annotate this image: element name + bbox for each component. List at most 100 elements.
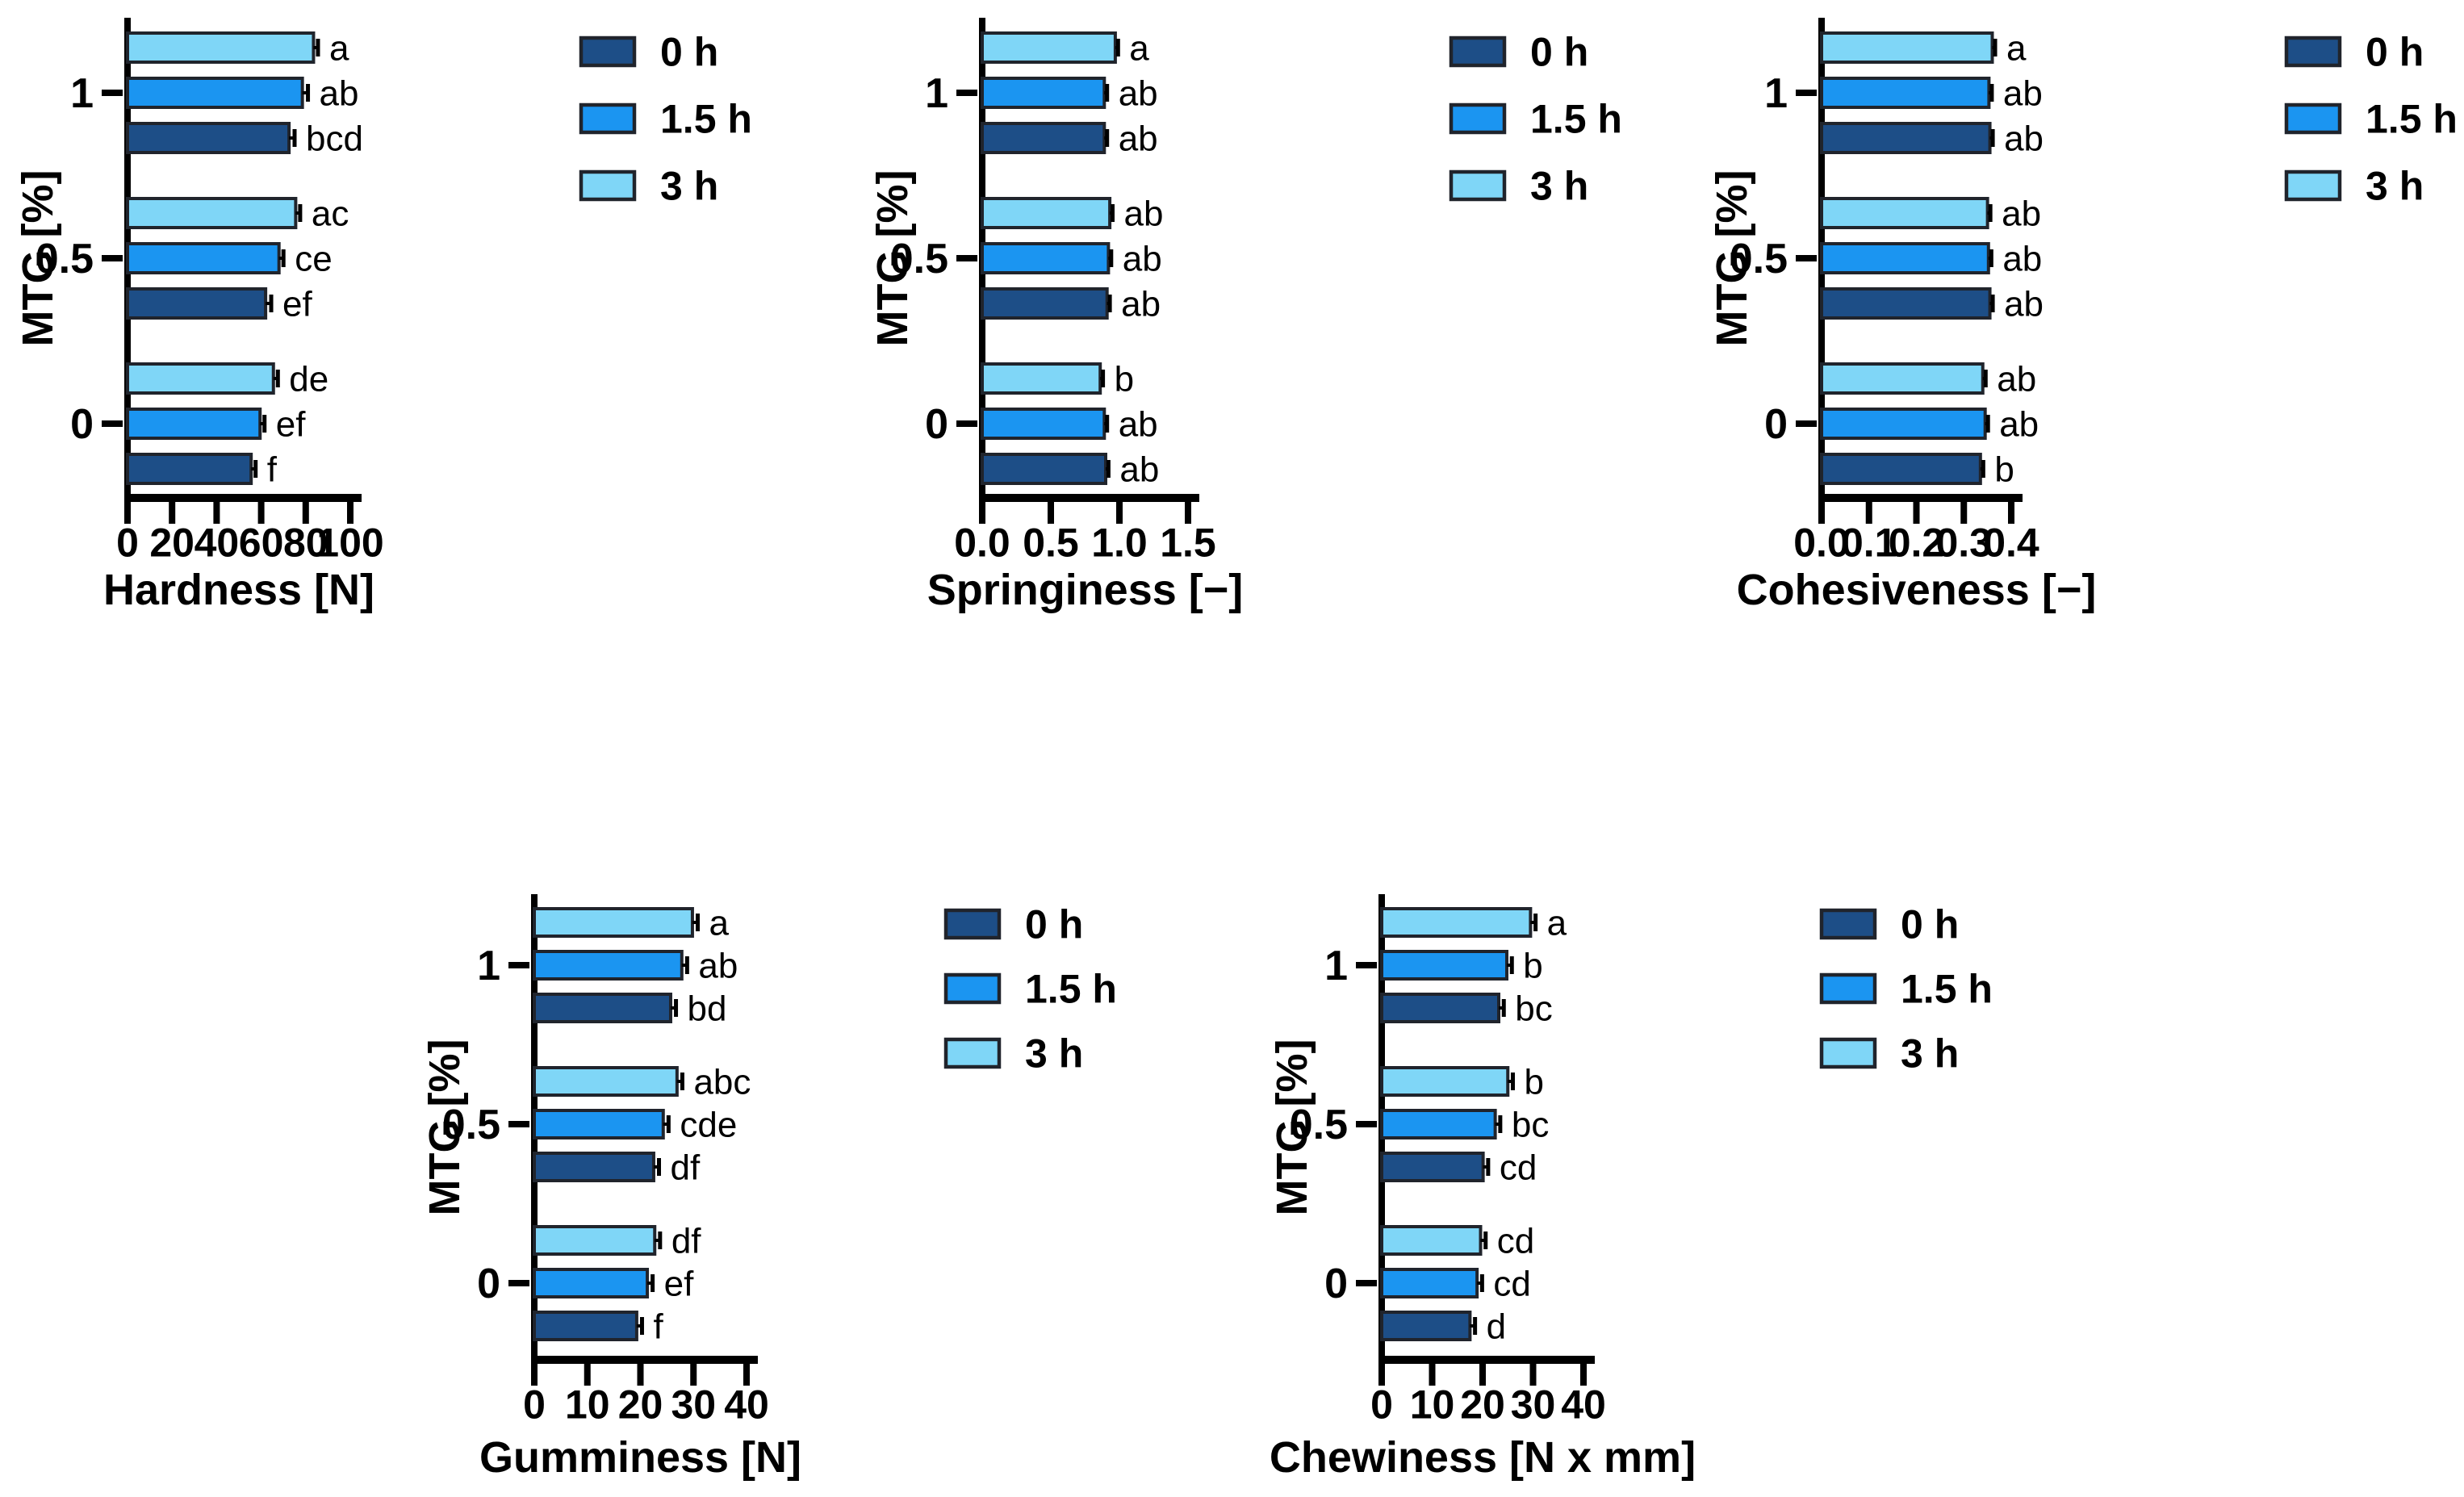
significance-label: bd — [688, 989, 727, 1028]
y-category-label: 0.5 — [36, 236, 94, 282]
significance-label: de — [289, 359, 328, 399]
bar-3h-mtg0 — [1380, 1225, 1483, 1256]
significance-label: ab — [1124, 194, 1164, 233]
significance-label: f — [267, 450, 278, 489]
legend-label: 3 h — [1901, 1031, 1959, 1077]
x-tick-label: 0.2 — [1889, 521, 1945, 566]
x-tick-label: 0.5 — [1023, 521, 1079, 566]
y-category-label: 1 — [70, 70, 94, 117]
chart-hardness: 0 20 40 60 8010010.50aabbcdacceefdeeffHardne… — [14, 18, 752, 614]
significance-label: ab — [320, 73, 359, 113]
significance-label: a — [329, 28, 349, 68]
significance-label: bcd — [306, 119, 363, 158]
x-tick-label: 10 — [1410, 1382, 1455, 1428]
significance-label: ab — [2002, 194, 2041, 233]
significance-label: ab — [1119, 404, 1158, 444]
legend-swatch-0h — [1819, 908, 1877, 940]
legend-swatch-0h — [2284, 36, 2342, 68]
y-category-label: 0 — [925, 401, 948, 448]
y-category-label: 0 — [1764, 401, 1788, 448]
chart-cohesiveness: 0.00.10.20.30.4 1 0.5 0 a ab ab ab ab ab ab ab b Cohe… — [1708, 18, 2458, 614]
legend-label: 1.5 h — [1530, 97, 1622, 142]
significance-label: ac — [312, 194, 349, 233]
significance-label: ab — [1999, 404, 2039, 444]
bar-3h-mtg0.5 — [1820, 197, 1989, 229]
significance-label: ef — [282, 284, 312, 324]
significance-label: df — [671, 1221, 701, 1261]
bar-0h-mtg0 — [126, 453, 253, 485]
legend-swatch-0h — [579, 36, 637, 68]
bar-3h-mtg0 — [981, 362, 1102, 395]
significance-label: cd — [1493, 1264, 1530, 1303]
legend-swatch-1.5h — [579, 102, 637, 135]
significance-label: bc — [1512, 1105, 1549, 1144]
legend-swatch-3h — [1819, 1037, 1877, 1069]
legend-label: 1.5 h — [1025, 967, 1117, 1012]
significance-label: b — [1115, 359, 1134, 399]
significance-label: f — [653, 1307, 663, 1346]
legend-swatch-3h — [1449, 169, 1507, 202]
x-tick-label: 0 — [1370, 1382, 1393, 1428]
x-tick-label: 20 — [618, 1382, 663, 1428]
legend-gumminess: 0 h 1.5 h 3 h — [943, 902, 1117, 1077]
bar-0h-mtg0 — [1820, 453, 1982, 485]
bar-1.5h-mtg0 — [533, 1268, 650, 1298]
chart-gumminess: 0 10 20 30 4010.50aabbdabccdedfdfeffGummines… — [420, 894, 1117, 1482]
x-tick-label: 0.1 — [1841, 521, 1897, 566]
significance-label: ab — [1119, 73, 1158, 113]
bar-1.5h-mtg1 — [1820, 77, 1991, 109]
significance-label: ab — [1123, 239, 1162, 278]
significance-label: ab — [2004, 284, 2044, 324]
significance-label: ab — [1121, 284, 1161, 324]
chart-springiness: 0.0 0.5 1.0 1.5 1 0.5 0 a ab ab ab ab ab b ab ab Springi… — [868, 18, 1622, 614]
x-axis-title: Cohesiveness [−] — [1737, 566, 2097, 614]
legend-swatch-3h — [943, 1037, 1002, 1069]
significance-label: b — [1994, 450, 2014, 489]
x-tick-label: 0.4 — [1983, 521, 2039, 566]
x-tick-label: 20 — [149, 521, 195, 566]
significance-label: a — [1547, 903, 1567, 943]
significance-label: a — [2006, 28, 2027, 68]
significance-label: b — [1523, 946, 1542, 985]
significance-label: abc — [693, 1062, 751, 1102]
bar-0h-mtg0.5 — [126, 287, 268, 320]
significance-label: ab — [1119, 119, 1158, 158]
legend-label: 3 h — [1025, 1031, 1083, 1077]
legend-label: 3 h — [660, 164, 718, 209]
legend-chewiness: 0 h 1.5 h 3 h — [1819, 902, 1993, 1077]
bar-0h-mtg0.5 — [1820, 287, 1992, 320]
y-category-label: 1 — [1764, 70, 1788, 117]
bar-3h-mtg0.5 — [533, 1066, 679, 1097]
legend-springiness: 0 h 1.5 h 3 h — [1449, 30, 1622, 209]
y-axis-title: MTG [%] — [1708, 170, 1756, 347]
significance-label: ab — [1119, 450, 1159, 489]
bar-1.5h-mtg0.5 — [1820, 242, 1990, 274]
y-category-label: 1 — [1324, 943, 1348, 989]
legend-label: 0 h — [660, 30, 718, 75]
legend-swatch-3h — [579, 169, 637, 202]
legend-label: 0 h — [1530, 30, 1588, 75]
x-tick-label: 0.0 — [954, 521, 1010, 566]
bar-3h-mtg0 — [533, 1225, 657, 1256]
x-tick-label: 10 — [565, 1382, 610, 1428]
bar-0h-mtg0 — [981, 453, 1107, 485]
legend-label: 1.5 h — [1901, 967, 1993, 1012]
x-axis-title: Chewiness [N x mm] — [1270, 1433, 1696, 1482]
bar-3h-mtg1 — [1820, 31, 1994, 64]
bar-3h-mtg1 — [1380, 907, 1533, 938]
bar-1.5h-mtg1 — [126, 77, 304, 109]
x-tick-label: 20 — [1460, 1382, 1505, 1428]
x-tick-label: 0.0 — [1793, 521, 1850, 566]
legend-swatch-1.5h — [1819, 972, 1877, 1005]
legend-hardness: 0 h 1.5 h 3 h — [579, 30, 752, 209]
x-tick-label: 1.5 — [1160, 521, 1216, 566]
bar-1.5h-mtg0.5 — [533, 1109, 665, 1139]
y-category-label: 0.5 — [442, 1102, 500, 1148]
x-tick-label: 1.0 — [1091, 521, 1148, 566]
y-axis-title: MTG [%] — [14, 170, 62, 347]
significance-label: bc — [1515, 989, 1552, 1028]
bar-3h-mtg1 — [533, 907, 694, 938]
bar-1.5h-mtg0 — [981, 408, 1106, 440]
bar-1.5h-mtg1 — [1380, 950, 1508, 981]
